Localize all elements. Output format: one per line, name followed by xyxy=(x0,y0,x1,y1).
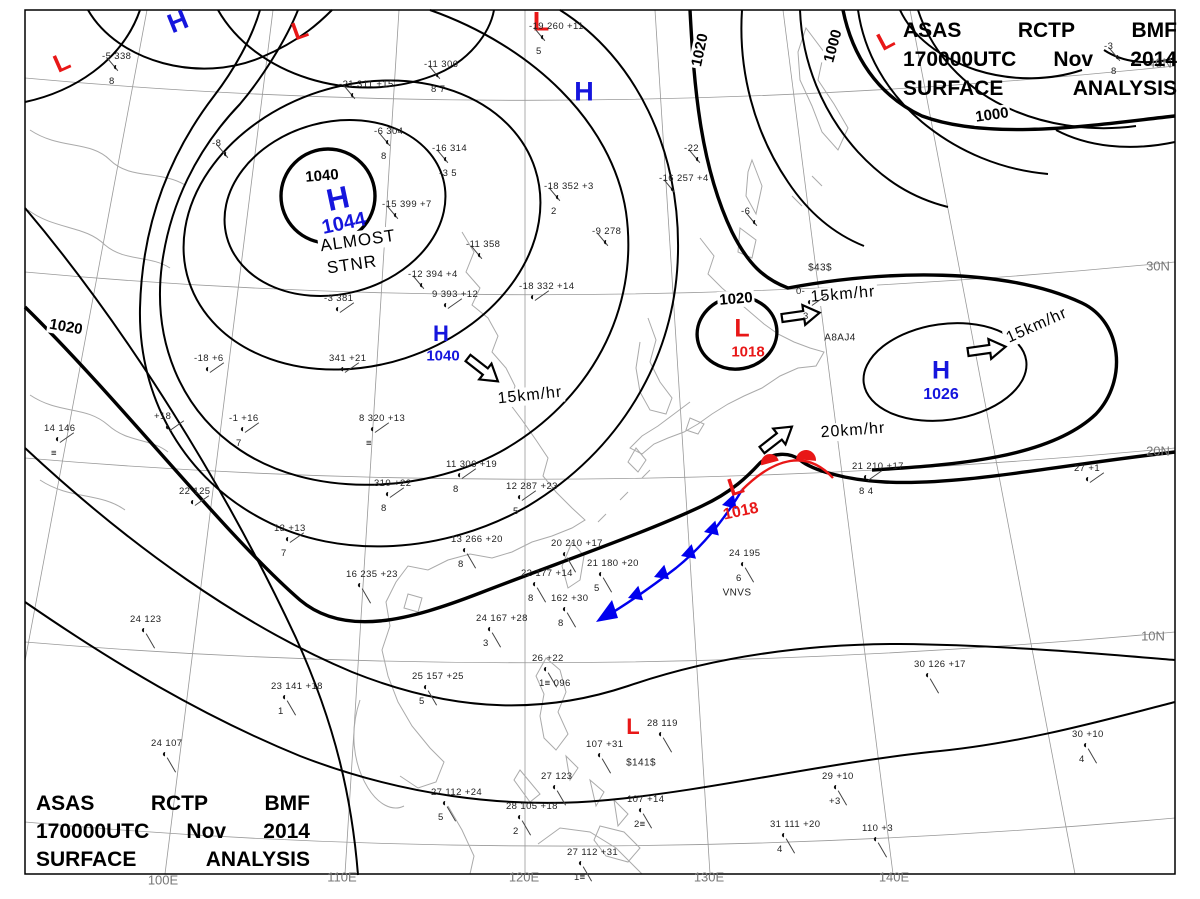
title-line-1: ASAS RCTP BMF xyxy=(903,16,1177,45)
title-line-3: SURFACE ANALYSIS xyxy=(36,846,310,874)
movement-arrow xyxy=(780,303,822,327)
isobars-thin xyxy=(24,9,1176,876)
title-block-top-right: ASAS RCTP BMF 170000UTC Nov 2014 SURFACE… xyxy=(903,16,1177,103)
coastlines xyxy=(27,26,849,875)
title-line-2: 170000UTC Nov 2014 xyxy=(903,45,1177,74)
title-word: ANALYSIS xyxy=(205,848,310,871)
title-word: Nov xyxy=(186,820,227,843)
movement-arrow xyxy=(757,425,794,455)
movement-arrow xyxy=(966,337,1008,361)
warm-front xyxy=(741,450,834,491)
cold-front xyxy=(596,489,744,622)
movement-arrows xyxy=(463,303,1008,455)
title-word: BMF xyxy=(1131,19,1178,42)
title-line-2: 170000UTC Nov 2014 xyxy=(36,818,310,846)
title-word: 2014 xyxy=(1130,48,1177,71)
title-word: ASAS xyxy=(903,19,962,42)
title-word: ASAS xyxy=(36,792,95,815)
title-word: RCTP xyxy=(150,792,209,815)
title-word: 2014 xyxy=(263,820,310,843)
lat-lon-grid xyxy=(24,9,1176,875)
title-word: Nov xyxy=(1053,48,1094,71)
title-block-bottom-left: ASAS RCTP BMF 170000UTC Nov 2014 SURFACE… xyxy=(36,790,310,874)
title-word: BMF xyxy=(264,792,311,815)
map-border xyxy=(24,9,1176,875)
title-word: 170000UTC xyxy=(36,820,150,843)
title-word: ANALYSIS xyxy=(1072,77,1177,100)
title-word: SURFACE xyxy=(36,848,137,871)
isobars-heavy xyxy=(23,9,1176,624)
title-word: SURFACE xyxy=(903,77,1004,100)
title-line-3: SURFACE ANALYSIS xyxy=(903,74,1177,103)
title-line-1: ASAS RCTP BMF xyxy=(36,790,310,818)
title-word: RCTP xyxy=(1017,19,1076,42)
title-word: 170000UTC xyxy=(903,48,1017,71)
movement-arrow xyxy=(463,353,500,383)
